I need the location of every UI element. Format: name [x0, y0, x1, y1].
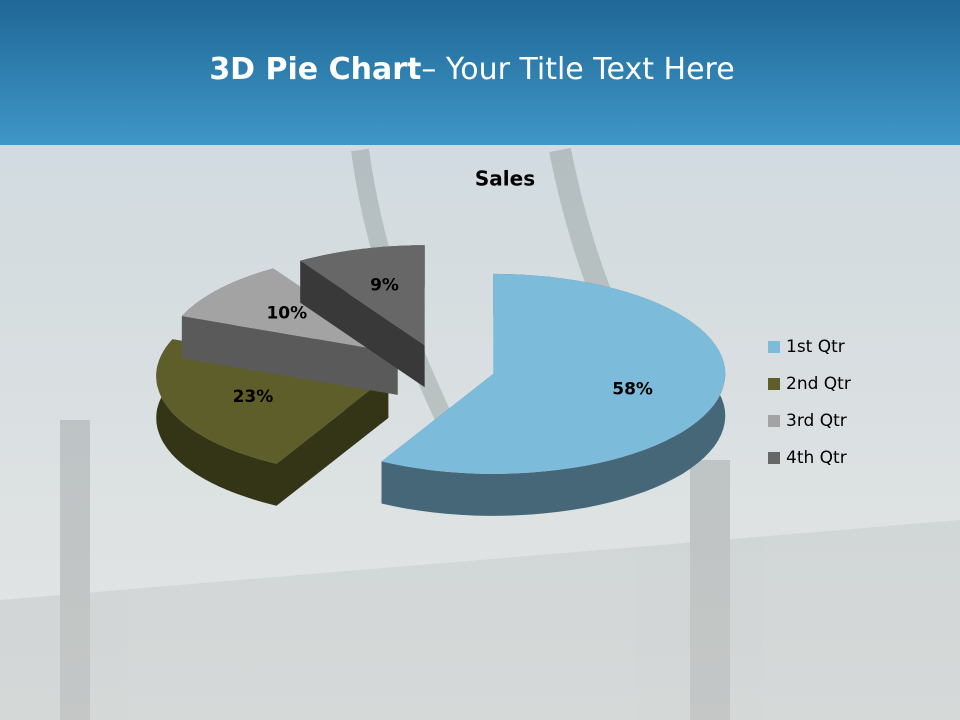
slice-top	[300, 245, 425, 346]
legend-label: 4th Qtr	[786, 448, 847, 468]
data-label: 58%	[612, 379, 653, 399]
data-label: 9%	[370, 276, 399, 296]
slice-top	[381, 273, 726, 474]
slice	[300, 245, 425, 388]
header-bar	[0, 0, 960, 145]
data-label: 10%	[266, 303, 307, 323]
slide-title-bold: 3D Pie Chart	[209, 52, 421, 87]
legend: 1st Qtr 2nd Qtr 3rd Qtr 4th Qtr	[768, 337, 851, 468]
legend-swatch	[768, 378, 780, 390]
slide-title-rest: – Your Title Text Here	[421, 52, 734, 87]
legend-swatch	[768, 415, 780, 427]
slice-cut-face	[181, 316, 398, 395]
legend-swatch	[768, 341, 780, 353]
slide-title: 3D Pie Chart– Your Title Text Here	[209, 52, 734, 87]
data-label: 23%	[233, 387, 274, 407]
slice-rim	[156, 339, 277, 506]
pie: 58% 23% 10% 9%	[156, 245, 726, 516]
chart-title: Sales	[475, 167, 535, 191]
legend-label: 3rd Qtr	[786, 411, 847, 431]
legend-label: 1st Qtr	[786, 337, 845, 357]
legend-label: 2nd Qtr	[786, 374, 851, 394]
legend-swatch	[768, 452, 780, 464]
slice	[381, 273, 726, 516]
